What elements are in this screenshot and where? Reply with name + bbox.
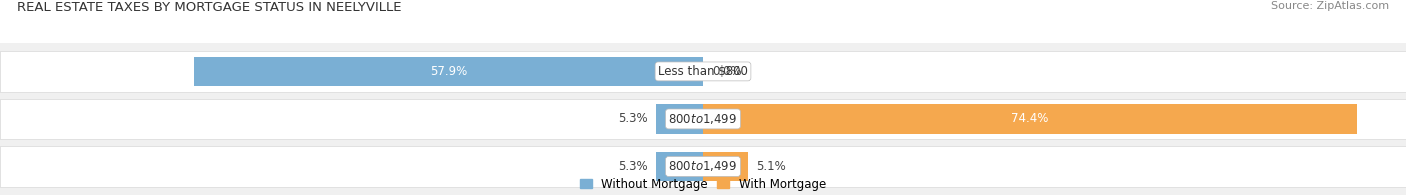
- Text: 74.4%: 74.4%: [1011, 113, 1049, 125]
- Bar: [703, 104, 1357, 134]
- Text: Less than $800: Less than $800: [658, 65, 748, 78]
- Text: 5.3%: 5.3%: [619, 160, 648, 173]
- Bar: [657, 104, 703, 134]
- Text: REAL ESTATE TAXES BY MORTGAGE STATUS IN NEELYVILLE: REAL ESTATE TAXES BY MORTGAGE STATUS IN …: [17, 1, 401, 14]
- Text: Source: ZipAtlas.com: Source: ZipAtlas.com: [1271, 1, 1389, 11]
- Text: 0.0%: 0.0%: [711, 65, 741, 78]
- Text: 5.1%: 5.1%: [756, 160, 786, 173]
- Text: $800 to $1,499: $800 to $1,499: [668, 160, 738, 174]
- Bar: [703, 152, 748, 181]
- Bar: [194, 57, 703, 86]
- Bar: [0, 99, 1406, 139]
- Bar: [0, 51, 1406, 92]
- Text: $800 to $1,499: $800 to $1,499: [668, 112, 738, 126]
- Bar: [0, 146, 1406, 187]
- Text: 57.9%: 57.9%: [430, 65, 467, 78]
- Text: 5.3%: 5.3%: [619, 113, 648, 125]
- Bar: [657, 152, 703, 181]
- Legend: Without Mortgage, With Mortgage: Without Mortgage, With Mortgage: [581, 178, 825, 191]
